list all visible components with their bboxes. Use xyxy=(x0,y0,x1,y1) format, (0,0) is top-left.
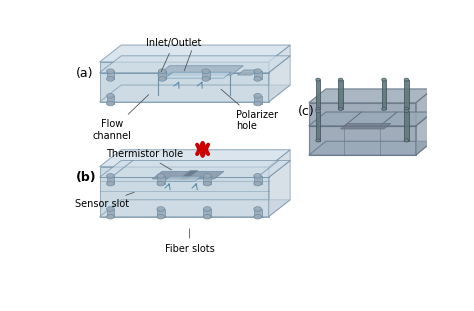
Polygon shape xyxy=(341,123,391,129)
Ellipse shape xyxy=(107,174,114,178)
Polygon shape xyxy=(107,176,114,183)
Polygon shape xyxy=(107,71,114,79)
Ellipse shape xyxy=(157,214,164,219)
Polygon shape xyxy=(100,56,290,73)
Text: Flow
channel: Flow channel xyxy=(92,95,149,141)
Ellipse shape xyxy=(203,174,211,178)
Text: Inlet/Outlet: Inlet/Outlet xyxy=(146,38,201,72)
Ellipse shape xyxy=(316,139,320,142)
Polygon shape xyxy=(202,71,210,79)
Ellipse shape xyxy=(254,207,262,211)
Polygon shape xyxy=(268,45,290,73)
Ellipse shape xyxy=(254,174,262,178)
Polygon shape xyxy=(157,176,164,183)
Polygon shape xyxy=(164,176,201,181)
Polygon shape xyxy=(179,170,198,179)
Polygon shape xyxy=(107,209,114,217)
Ellipse shape xyxy=(202,77,210,81)
Ellipse shape xyxy=(404,107,409,110)
Polygon shape xyxy=(309,126,416,155)
Text: (c): (c) xyxy=(298,105,315,118)
Ellipse shape xyxy=(382,107,386,110)
Ellipse shape xyxy=(338,107,343,110)
Ellipse shape xyxy=(316,107,320,110)
Ellipse shape xyxy=(107,94,114,98)
Ellipse shape xyxy=(157,181,164,186)
Ellipse shape xyxy=(107,101,114,106)
Ellipse shape xyxy=(382,78,386,81)
Ellipse shape xyxy=(404,78,409,81)
Ellipse shape xyxy=(254,77,262,81)
Ellipse shape xyxy=(107,69,114,73)
Polygon shape xyxy=(100,167,268,178)
Polygon shape xyxy=(268,150,290,178)
Ellipse shape xyxy=(338,78,343,81)
Polygon shape xyxy=(254,71,262,79)
Polygon shape xyxy=(316,80,320,109)
Polygon shape xyxy=(158,66,243,75)
Polygon shape xyxy=(338,80,343,109)
Ellipse shape xyxy=(203,214,211,219)
Polygon shape xyxy=(254,176,262,183)
Text: Polarizer
hole: Polarizer hole xyxy=(221,89,278,131)
Polygon shape xyxy=(158,71,166,79)
Polygon shape xyxy=(100,62,268,73)
Polygon shape xyxy=(416,89,433,126)
Ellipse shape xyxy=(158,69,166,73)
Ellipse shape xyxy=(107,207,114,211)
Polygon shape xyxy=(416,112,433,155)
Polygon shape xyxy=(107,96,114,104)
Text: Fiber slots: Fiber slots xyxy=(164,229,214,254)
Ellipse shape xyxy=(158,77,166,81)
Polygon shape xyxy=(100,200,290,217)
Polygon shape xyxy=(100,85,290,102)
Ellipse shape xyxy=(202,69,210,73)
Ellipse shape xyxy=(107,214,114,219)
Polygon shape xyxy=(100,45,290,62)
Polygon shape xyxy=(316,111,320,141)
Polygon shape xyxy=(309,103,416,126)
Ellipse shape xyxy=(157,174,164,178)
Text: (a): (a) xyxy=(76,67,94,80)
Ellipse shape xyxy=(203,207,211,211)
Polygon shape xyxy=(165,72,231,78)
Ellipse shape xyxy=(107,77,114,81)
Polygon shape xyxy=(100,160,290,178)
Ellipse shape xyxy=(254,94,262,98)
Ellipse shape xyxy=(404,110,409,113)
Polygon shape xyxy=(254,209,262,217)
Ellipse shape xyxy=(254,214,262,219)
Polygon shape xyxy=(382,80,386,109)
Text: Thermistor hole: Thermistor hole xyxy=(106,149,183,170)
Ellipse shape xyxy=(107,181,114,186)
Ellipse shape xyxy=(254,101,262,106)
Polygon shape xyxy=(237,70,258,75)
Polygon shape xyxy=(100,178,268,217)
Polygon shape xyxy=(309,112,433,126)
Ellipse shape xyxy=(254,69,262,73)
Ellipse shape xyxy=(404,139,409,142)
Ellipse shape xyxy=(316,110,320,113)
Polygon shape xyxy=(152,171,224,179)
Polygon shape xyxy=(100,150,290,167)
Polygon shape xyxy=(268,160,290,217)
Polygon shape xyxy=(157,209,164,217)
Polygon shape xyxy=(309,89,433,103)
Polygon shape xyxy=(404,80,409,109)
Polygon shape xyxy=(203,209,211,217)
Ellipse shape xyxy=(254,181,262,186)
Polygon shape xyxy=(268,56,290,102)
Ellipse shape xyxy=(316,78,320,81)
Polygon shape xyxy=(404,111,409,141)
Text: Sensor slot: Sensor slot xyxy=(75,192,134,209)
Polygon shape xyxy=(309,141,433,155)
Polygon shape xyxy=(254,96,262,104)
Ellipse shape xyxy=(157,207,164,211)
Polygon shape xyxy=(203,176,211,183)
Ellipse shape xyxy=(203,181,211,186)
Text: (b): (b) xyxy=(76,170,97,183)
Polygon shape xyxy=(100,73,268,102)
